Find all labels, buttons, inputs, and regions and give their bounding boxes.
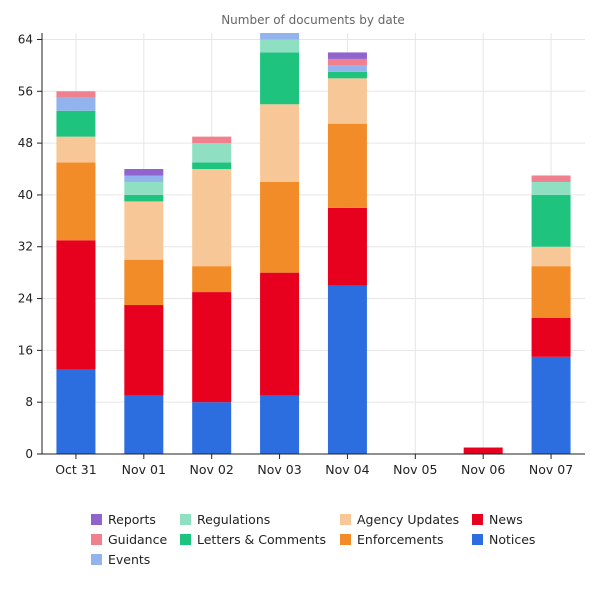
bar-enforcements-oct-31 bbox=[56, 162, 96, 241]
chart-title: Number of documents by date bbox=[221, 13, 405, 27]
legend-label: Agency Updates bbox=[357, 512, 459, 527]
legend-item-notices[interactable]: Notices bbox=[472, 532, 535, 547]
bar-news-nov-03 bbox=[260, 272, 300, 396]
bar-notices-nov-01 bbox=[124, 395, 164, 454]
y-tick-label: 40 bbox=[18, 188, 33, 202]
legend-label: Notices bbox=[489, 532, 535, 547]
bar-guidance-oct-31 bbox=[56, 91, 96, 98]
bar-regulations-nov-01 bbox=[124, 181, 164, 195]
bar-agency-updates-nov-03 bbox=[260, 104, 300, 182]
legend-item-enforcements[interactable]: Enforcements bbox=[340, 532, 444, 547]
legend: Reports Guidance Events Regulations Letters … bbox=[91, 512, 535, 567]
y-tick-label: 8 bbox=[25, 395, 33, 409]
bar-regulations-nov-03 bbox=[260, 39, 300, 53]
bar-guidance-nov-02 bbox=[192, 136, 232, 144]
y-tick-label: 32 bbox=[18, 240, 33, 254]
legend-label: News bbox=[489, 512, 523, 527]
legend-label: Letters & Comments bbox=[197, 532, 326, 547]
bar-letters-and-comments-oct-31 bbox=[56, 110, 96, 137]
y-tick-label: 16 bbox=[18, 343, 33, 357]
legend-swatch bbox=[340, 534, 351, 545]
bar-agency-updates-nov-01 bbox=[124, 201, 164, 260]
bar-news-nov-04 bbox=[327, 207, 367, 286]
bar-guidance-nov-07 bbox=[531, 175, 571, 182]
bar-enforcements-nov-01 bbox=[124, 259, 164, 306]
bar-notices-nov-04 bbox=[327, 285, 367, 454]
bar-news-oct-31 bbox=[56, 240, 96, 370]
axes bbox=[41, 33, 585, 455]
y-tick-label: 64 bbox=[18, 32, 33, 46]
x-tick-label: Nov 04 bbox=[325, 462, 369, 477]
bar-enforcements-nov-03 bbox=[260, 181, 300, 273]
legend-swatch bbox=[180, 534, 191, 545]
bar-reports-nov-04 bbox=[327, 52, 367, 59]
legend-label: Reports bbox=[108, 512, 156, 527]
y-tick-label: 24 bbox=[18, 292, 33, 306]
bar-agency-updates-oct-31 bbox=[56, 136, 96, 163]
bar-news-nov-01 bbox=[124, 305, 164, 396]
bar-notices-oct-31 bbox=[56, 369, 96, 454]
y-tick-labels: 0 8 16 24 32 40 48 56 64 bbox=[18, 32, 42, 461]
bar-enforcements-nov-04 bbox=[327, 123, 367, 208]
bar-letters-and-comments-nov-03 bbox=[260, 52, 300, 105]
legend-item-events[interactable]: Events bbox=[91, 552, 150, 567]
legend-item-reports[interactable]: Reports bbox=[91, 512, 156, 527]
x-tick-label: Nov 03 bbox=[257, 462, 301, 477]
bar-regulations-nov-02 bbox=[192, 143, 232, 163]
bar-notices-nov-07 bbox=[531, 356, 571, 454]
bar-notices-nov-03 bbox=[260, 395, 300, 454]
bar-events-nov-03 bbox=[260, 33, 300, 40]
bar-agency-updates-nov-07 bbox=[531, 246, 571, 267]
legend-label: Events bbox=[108, 552, 150, 567]
x-tick-label: Nov 06 bbox=[461, 462, 505, 477]
bar-events-oct-31 bbox=[56, 97, 96, 111]
bar-regulations-nov-07 bbox=[531, 181, 571, 195]
x-tick-labels: Oct 31 Nov 01 Nov 02 Nov 03 Nov 04 Nov 05 Nov … bbox=[55, 454, 573, 477]
legend-swatch bbox=[340, 514, 351, 525]
legend-label: Guidance bbox=[108, 532, 167, 547]
legend-item-agency-updates[interactable]: Agency Updates bbox=[340, 512, 459, 527]
x-tick-label: Nov 01 bbox=[122, 462, 166, 477]
bars bbox=[56, 33, 571, 454]
bar-reports-nov-01 bbox=[124, 169, 164, 176]
bar-news-nov-06 bbox=[463, 447, 503, 454]
bar-letters-and-comments-nov-02 bbox=[192, 162, 232, 170]
x-tick-label: Oct 31 bbox=[55, 462, 97, 477]
legend-item-guidance[interactable]: Guidance bbox=[91, 532, 167, 547]
legend-swatch bbox=[91, 534, 102, 545]
bar-agency-updates-nov-02 bbox=[192, 169, 232, 267]
legend-swatch bbox=[472, 534, 483, 545]
x-tick-label: Nov 07 bbox=[529, 462, 573, 477]
gridlines bbox=[42, 33, 585, 454]
x-tick-label: Nov 02 bbox=[190, 462, 234, 477]
bar-agency-updates-nov-04 bbox=[327, 78, 367, 124]
bar-enforcements-nov-02 bbox=[192, 266, 232, 293]
bar-news-nov-02 bbox=[192, 292, 232, 403]
bar-events-nov-01 bbox=[124, 175, 164, 182]
legend-item-news[interactable]: News bbox=[472, 512, 523, 527]
bar-guidance-nov-04 bbox=[327, 58, 367, 66]
legend-item-letters-and-comments[interactable]: Letters & Comments bbox=[180, 532, 326, 547]
y-tick-label: 0 bbox=[25, 447, 33, 461]
bar-letters-and-comments-nov-01 bbox=[124, 194, 164, 202]
y-tick-label: 56 bbox=[18, 84, 33, 98]
legend-swatch bbox=[180, 514, 191, 525]
bar-letters-and-comments-nov-04 bbox=[327, 71, 367, 79]
bar-notices-nov-02 bbox=[192, 402, 232, 454]
y-tick-label: 48 bbox=[18, 136, 33, 150]
legend-label: Regulations bbox=[197, 512, 270, 527]
legend-swatch bbox=[91, 554, 102, 565]
bar-news-nov-07 bbox=[531, 317, 571, 357]
bar-events-nov-04 bbox=[327, 65, 367, 72]
legend-swatch bbox=[472, 514, 483, 525]
bar-letters-and-comments-nov-07 bbox=[531, 194, 571, 247]
legend-label: Enforcements bbox=[357, 532, 444, 547]
legend-item-regulations[interactable]: Regulations bbox=[180, 512, 270, 527]
bar-enforcements-nov-07 bbox=[531, 266, 571, 318]
legend-swatch bbox=[91, 514, 102, 525]
x-tick-label: Nov 05 bbox=[393, 462, 437, 477]
